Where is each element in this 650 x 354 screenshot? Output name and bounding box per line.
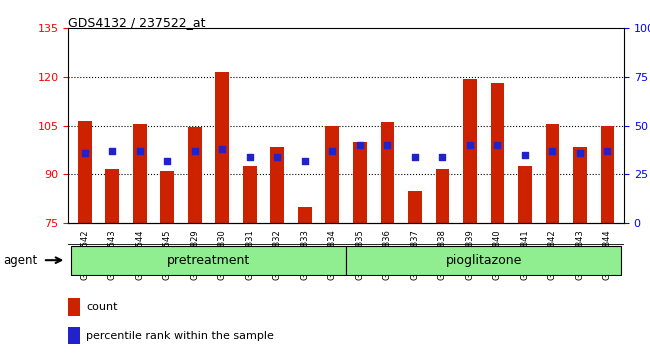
- Point: [355, 142, 365, 148]
- Point: [382, 142, 393, 148]
- Bar: [380, 122, 395, 223]
- Point: [575, 150, 585, 156]
- Bar: [243, 166, 257, 223]
- Bar: [188, 127, 202, 223]
- Bar: [133, 124, 147, 223]
- Point: [300, 158, 310, 164]
- Bar: [105, 170, 119, 223]
- Point: [492, 142, 502, 148]
- Bar: [71, 246, 346, 275]
- Text: pioglitazone: pioglitazone: [445, 254, 522, 267]
- Bar: [353, 142, 367, 223]
- Bar: [545, 124, 560, 223]
- Bar: [436, 170, 449, 223]
- Bar: [346, 246, 621, 275]
- Bar: [68, 298, 81, 316]
- Bar: [161, 171, 174, 223]
- Bar: [491, 84, 504, 223]
- Bar: [215, 72, 229, 223]
- Bar: [270, 147, 284, 223]
- Bar: [518, 166, 532, 223]
- Point: [244, 154, 255, 160]
- Bar: [298, 207, 312, 223]
- Bar: [326, 126, 339, 223]
- Bar: [601, 126, 614, 223]
- Point: [217, 146, 228, 152]
- Bar: [463, 79, 477, 223]
- Point: [520, 152, 530, 158]
- Bar: [408, 190, 422, 223]
- Text: GDS4132 / 237522_at: GDS4132 / 237522_at: [68, 16, 206, 29]
- Bar: [78, 121, 92, 223]
- Text: pretreatment: pretreatment: [167, 254, 250, 267]
- Point: [437, 154, 448, 160]
- Point: [79, 150, 90, 156]
- Point: [272, 154, 283, 160]
- Point: [107, 148, 118, 154]
- Point: [465, 142, 475, 148]
- Bar: [68, 327, 81, 344]
- Text: agent: agent: [3, 254, 38, 267]
- Point: [327, 148, 337, 154]
- Text: count: count: [86, 302, 118, 312]
- Point: [603, 148, 613, 154]
- Text: percentile rank within the sample: percentile rank within the sample: [86, 331, 274, 341]
- Bar: [573, 147, 587, 223]
- Point: [190, 148, 200, 154]
- Point: [547, 148, 558, 154]
- Point: [135, 148, 145, 154]
- Point: [162, 158, 172, 164]
- Point: [410, 154, 420, 160]
